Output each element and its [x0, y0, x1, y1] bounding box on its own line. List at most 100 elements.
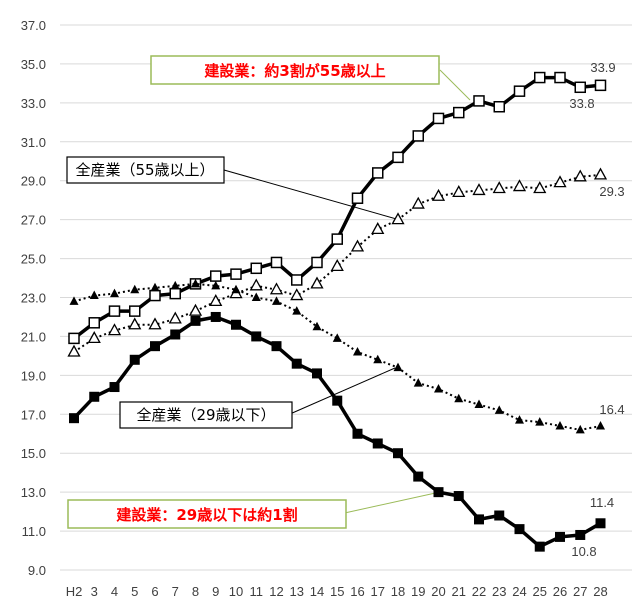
- data-point: [191, 278, 200, 288]
- data-point: [391, 212, 405, 225]
- data-point: [412, 130, 424, 142]
- data-point: [310, 276, 324, 289]
- series-3: [69, 311, 606, 552]
- data-point: [413, 471, 424, 482]
- data-point: [210, 270, 222, 282]
- data-point: [555, 531, 565, 542]
- data-point: [474, 514, 484, 525]
- data-point: [312, 368, 322, 379]
- data-point: [110, 288, 119, 298]
- leader-all55: [223, 169, 401, 221]
- data-point: [351, 192, 364, 204]
- y-axis: 37.0 35.0 33.0 31.0 29.0 27.0 25.0 23.0 21.0 19.0…: [21, 18, 46, 578]
- data-point: [332, 333, 342, 342]
- callout-construction-55: 建設業：約3割が55歳以上: [150, 55, 440, 85]
- data-point: [575, 529, 586, 540]
- y-tick-label: 27.0: [21, 213, 46, 228]
- data-point: [150, 341, 160, 352]
- x-tick-label: 9: [212, 584, 219, 599]
- data-point: [433, 487, 444, 498]
- x-tick-label: 7: [172, 584, 179, 599]
- data-point: [150, 282, 160, 292]
- data-point: [534, 541, 545, 552]
- data-point: [251, 331, 262, 342]
- series-layer: [67, 71, 608, 552]
- data-point: [413, 378, 423, 387]
- x-tick-label: 28: [593, 584, 607, 599]
- data-point: [231, 319, 241, 330]
- data-point: [392, 151, 404, 164]
- leader-con55: [439, 69, 471, 101]
- data-point: [290, 288, 304, 301]
- data-point: [271, 341, 282, 352]
- data-point: [372, 167, 384, 179]
- data-point: [109, 382, 120, 393]
- data-point: [291, 274, 303, 286]
- data-point: [514, 524, 525, 535]
- y-tick-label: 17.0: [21, 407, 46, 422]
- x-tick-label: 19: [411, 584, 425, 599]
- data-point: [188, 303, 203, 316]
- x-tick-label: 14: [310, 584, 324, 599]
- data-point: [372, 438, 383, 449]
- x-tick-label: 6: [151, 584, 158, 599]
- data-point: [574, 81, 586, 94]
- data-point: [353, 347, 362, 356]
- data-point: [330, 259, 344, 272]
- data-point: [129, 305, 141, 317]
- data-point: [108, 305, 121, 317]
- data-point: [272, 296, 281, 305]
- x-tick-label: 17: [371, 584, 385, 599]
- data-point: [595, 518, 606, 529]
- series-0: [68, 71, 607, 345]
- data-point: [170, 280, 180, 290]
- x-tick-label: 20: [431, 584, 445, 599]
- x-tick-label: 10: [229, 584, 243, 599]
- x-tick-label: 12: [269, 584, 283, 599]
- data-point: [352, 428, 363, 439]
- data-point: [231, 284, 241, 294]
- data-label-all29-last: 16.4: [599, 402, 624, 417]
- callout-construction-29: 建設業：29歳以下は約1割: [67, 499, 347, 529]
- data-point: [269, 282, 284, 295]
- data-point: [148, 317, 162, 330]
- data-point: [534, 71, 546, 84]
- data-point: [452, 185, 466, 198]
- data-point: [250, 262, 262, 275]
- x-tick-label: 13: [290, 584, 304, 599]
- y-tick-label: 11.0: [22, 524, 46, 539]
- data-point: [87, 331, 101, 344]
- data-label-con29-prev: 10.8: [571, 544, 596, 559]
- data-label-con55-last: 33.9: [590, 60, 615, 75]
- data-point: [513, 85, 526, 97]
- callout-all-55-text: 全産業（55歳以上）: [75, 161, 214, 179]
- data-point: [88, 317, 100, 329]
- data-point: [89, 290, 99, 300]
- data-point: [292, 306, 302, 315]
- leader-all29: [289, 367, 396, 415]
- x-tick-label: 26: [553, 584, 567, 599]
- x-axis: H2 3 4 5 6 7 8 9 10 11 12 13 14 15 16 17 18 19 20 21 22 23 24 2…: [66, 584, 608, 599]
- data-point: [393, 448, 403, 459]
- grid-lines: [60, 24, 632, 571]
- data-point: [535, 417, 545, 426]
- series-2: [69, 278, 605, 434]
- data-point: [190, 315, 201, 326]
- data-point: [89, 391, 100, 402]
- x-tick-label: 15: [330, 584, 344, 599]
- data-point: [431, 188, 446, 201]
- data-point: [107, 323, 122, 336]
- y-tick-label: 21.0: [21, 329, 46, 344]
- x-tick-label: 5: [131, 584, 138, 599]
- data-point: [270, 256, 283, 269]
- data-point: [350, 239, 365, 252]
- data-point: [515, 415, 524, 424]
- data-point: [332, 395, 343, 406]
- y-tick-label: 13.0: [21, 485, 46, 500]
- y-tick-label: 9.0: [28, 563, 46, 578]
- y-tick-label: 33.0: [21, 96, 46, 111]
- data-label-con55-prev: 33.8: [569, 96, 594, 111]
- x-tick-label: 3: [91, 584, 98, 599]
- data-point: [593, 167, 608, 180]
